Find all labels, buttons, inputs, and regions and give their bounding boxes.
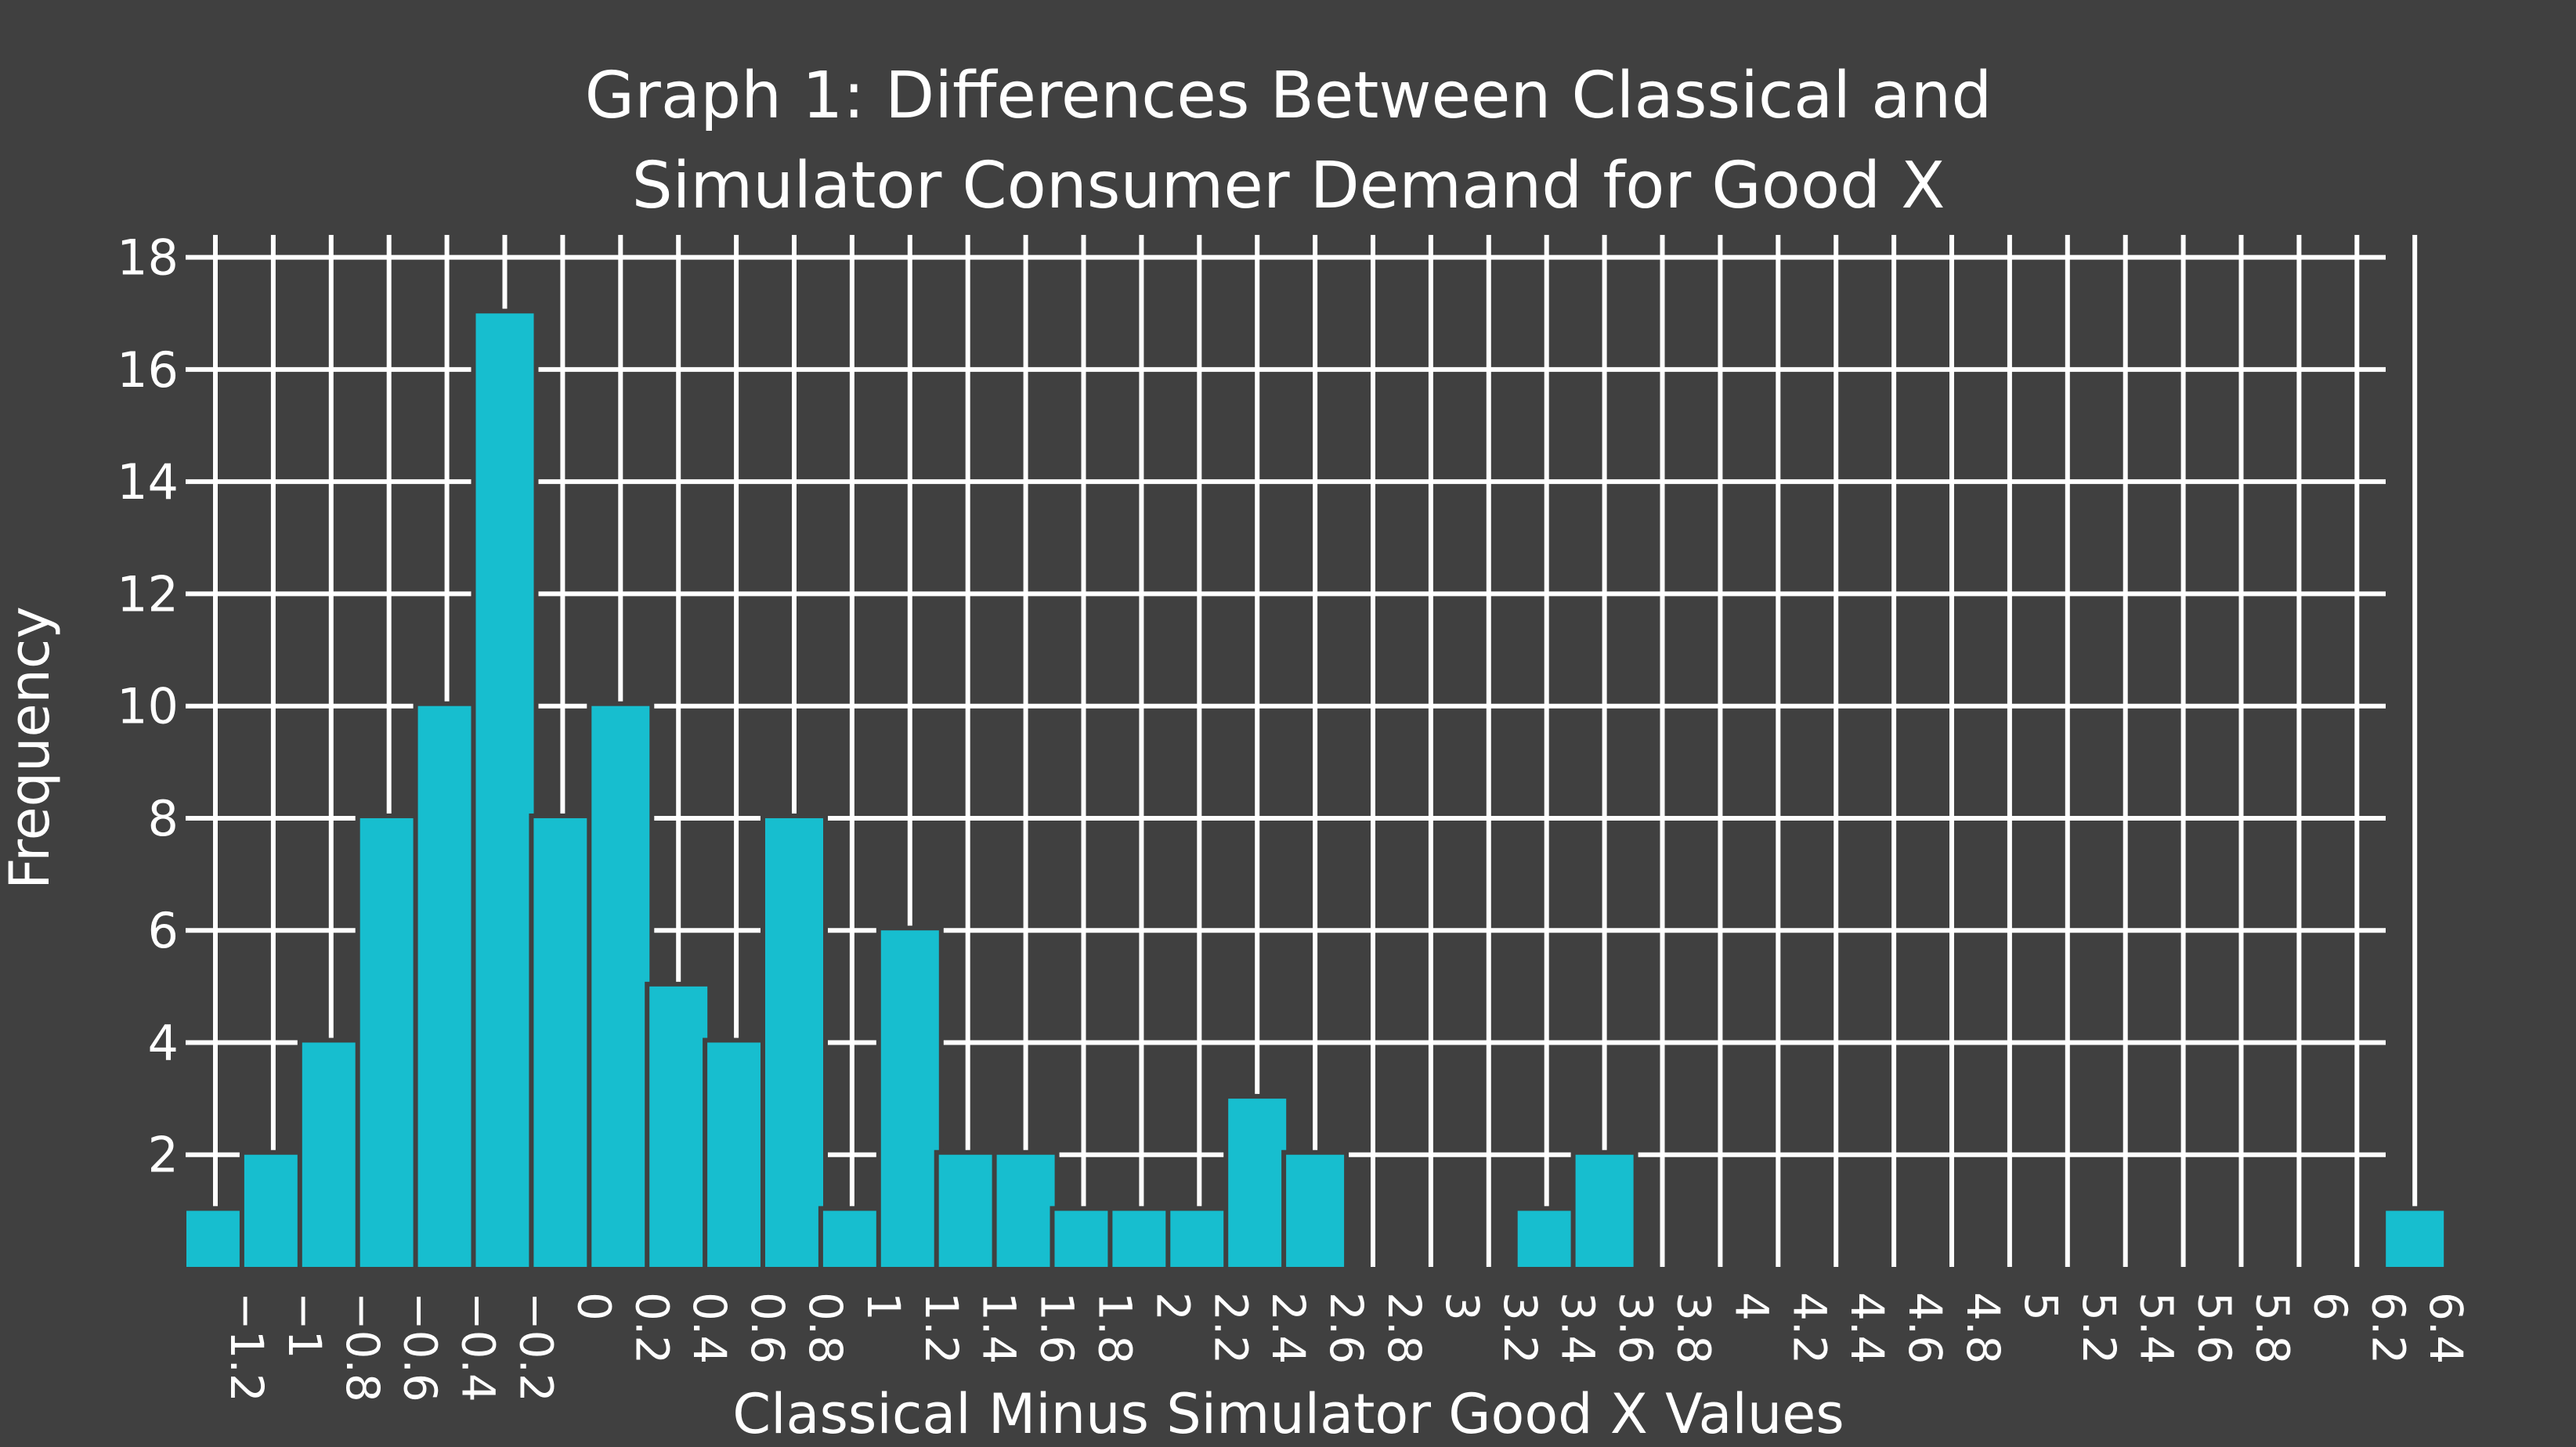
x-tick-label: 6.2 [2361, 1292, 2415, 1364]
histogram-bar [529, 813, 597, 1272]
y-tick-label: 12 [117, 565, 179, 622]
chart-title-line-2: Simulator Consumer Demand for Good X [632, 149, 1946, 223]
x-tick-label: 4 [1725, 1292, 1778, 1321]
x-tick-label: −0.2 [510, 1292, 563, 1402]
x-tick-label: 4.4 [1841, 1292, 1894, 1364]
x-tick-label: 0.8 [799, 1292, 852, 1364]
x-axis-label: Classical Minus Simulator Good X Values [732, 1382, 1844, 1446]
x-tick-label: 2.6 [1320, 1292, 1373, 1364]
histogram-bar [761, 813, 828, 1272]
histogram-bar [239, 1149, 307, 1272]
histogram-bar [818, 1206, 886, 1272]
y-tick-label: 6 [148, 902, 179, 959]
histogram-bar [1512, 1206, 1581, 1272]
y-tick-label: 4 [148, 1014, 179, 1071]
x-tick-label: 1 [857, 1292, 910, 1321]
x-tick-label: 5.8 [2246, 1292, 2300, 1364]
histogram-bar [703, 1037, 771, 1272]
histogram-bar [2381, 1206, 2449, 1272]
x-tick-label: 4.2 [1783, 1292, 1836, 1364]
x-tick-label: 6 [2303, 1292, 2357, 1321]
x-tick-label: 5.2 [2072, 1292, 2126, 1364]
x-tick-label: −0.6 [394, 1292, 447, 1402]
x-tick-label: 4.8 [1956, 1292, 2010, 1364]
histogram-bar [934, 1149, 1002, 1272]
x-tick-label: 3.2 [1494, 1292, 1547, 1364]
histogram-bar [587, 701, 655, 1272]
x-tick-label: 5 [2014, 1292, 2068, 1321]
x-tick-label: 2 [1146, 1292, 1199, 1321]
x-tick-label: 1.6 [1031, 1292, 1084, 1364]
y-tick-label: 8 [148, 790, 179, 847]
x-tick-label: 0.2 [625, 1292, 678, 1364]
x-tick-label: 3.8 [1667, 1292, 1721, 1364]
x-tick-label: 2.4 [1262, 1292, 1315, 1364]
histogram-bar [413, 701, 481, 1272]
histogram-bar [992, 1149, 1060, 1272]
histogram-bar [876, 926, 944, 1272]
y-tick-label: 18 [117, 229, 179, 287]
x-tick-label: 5.6 [2188, 1292, 2242, 1364]
x-tick-label: 3.6 [1610, 1292, 1663, 1364]
x-tick-label: −0.8 [336, 1292, 389, 1402]
x-tick-label: 3 [1436, 1292, 1489, 1321]
histogram-bar [1570, 1149, 1638, 1272]
x-tick-label: 1.2 [915, 1292, 968, 1364]
bars [182, 309, 2449, 1272]
histogram-bar [355, 813, 423, 1272]
y-axis-label: Frequency [0, 606, 62, 889]
y-tick-label: 10 [117, 678, 179, 735]
x-tick-label: 5.4 [2130, 1292, 2184, 1364]
histogram-bar [1165, 1206, 1234, 1272]
x-tick-label: 2.8 [1378, 1292, 1431, 1364]
y-tick-label: 14 [117, 453, 179, 511]
x-tick-labels: −1.2 −1 −0.8 −0.6 −0.4 −0.2 0 0.2 0.4 0.6 0.8 1 1.2 1… [220, 1292, 2473, 1402]
x-tick-label: 2.2 [1204, 1292, 1257, 1364]
x-tick-label: 0.4 [683, 1292, 736, 1364]
x-tick-label: −1 [278, 1292, 331, 1359]
chart-title-line-1: Graph 1: Differences Between Classical a… [585, 59, 1993, 133]
x-tick-label: 0.6 [741, 1292, 794, 1364]
x-tick-label: 3.4 [1552, 1292, 1605, 1364]
histogram-bar [1223, 1094, 1292, 1272]
x-tick-label: 6.4 [2419, 1292, 2473, 1364]
histogram-bar [182, 1206, 249, 1272]
x-tick-label: −0.4 [452, 1292, 505, 1402]
x-tick-label: 4.6 [1899, 1292, 1952, 1364]
y-tick-labels: 2 4 6 8 10 12 14 16 18 [117, 229, 179, 1184]
x-tick-label: 1.8 [1089, 1292, 1142, 1364]
y-tick-label: 2 [148, 1127, 179, 1184]
histogram-bar [1050, 1206, 1118, 1272]
histogram-bar [1281, 1149, 1349, 1272]
histogram-bar [471, 309, 539, 1272]
x-tick-label: 0 [567, 1292, 620, 1321]
x-tick-label: 1.4 [973, 1292, 1026, 1364]
histogram-bar [297, 1037, 365, 1272]
x-tick-label: −1.2 [220, 1292, 273, 1402]
histogram-bar [1107, 1206, 1176, 1272]
histogram-bar [645, 981, 713, 1272]
y-tick-label: 16 [117, 341, 179, 399]
